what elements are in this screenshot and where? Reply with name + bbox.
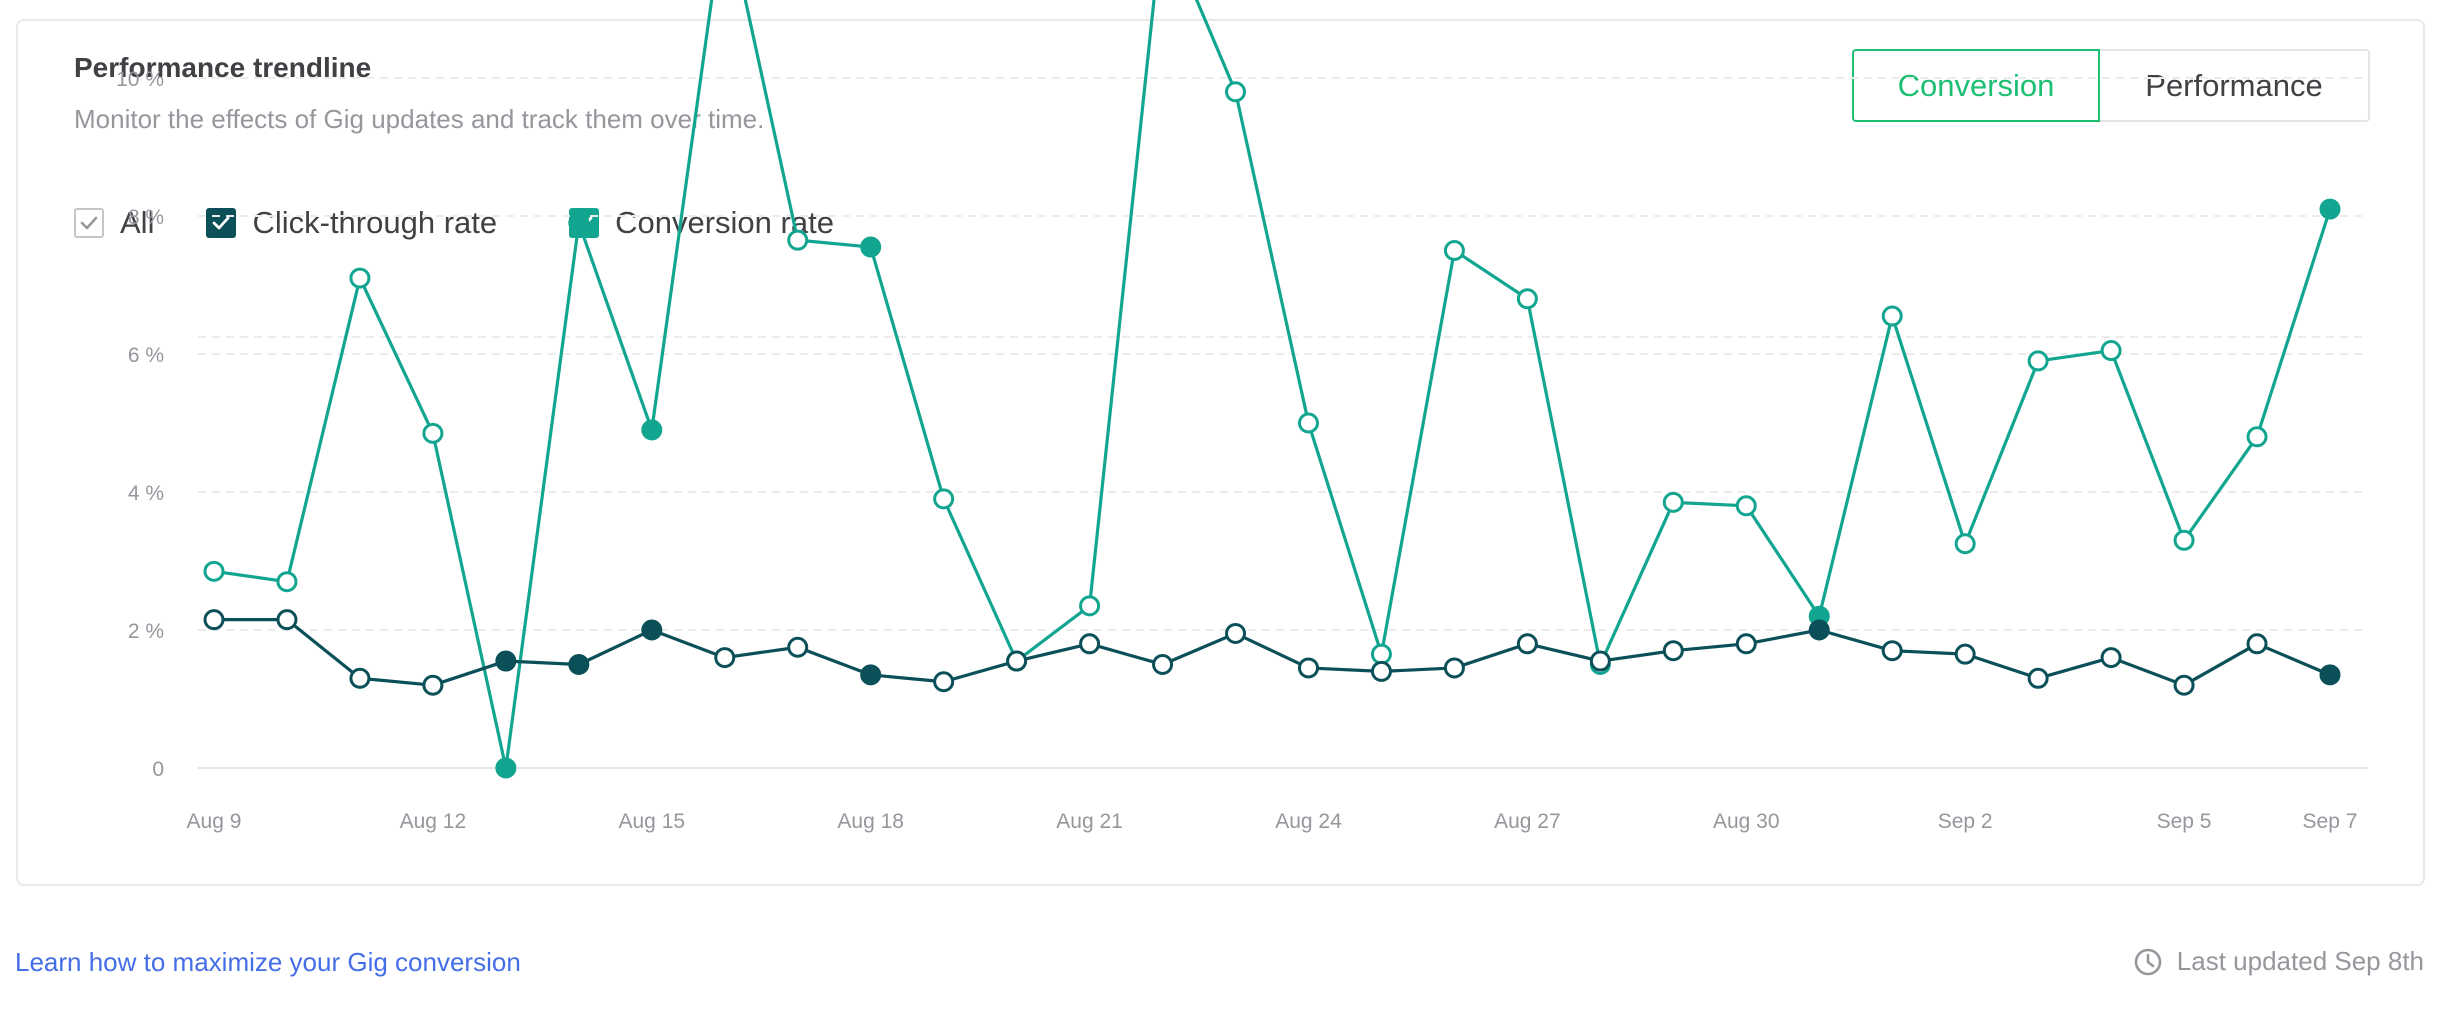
- data-point-conversion: [1735, 495, 1757, 517]
- data-point-ctr: [1297, 657, 1319, 679]
- data-point-conversion: [1297, 412, 1319, 434]
- data-point-ctr: [1370, 660, 1392, 682]
- data-point-ctr: [1516, 633, 1538, 655]
- data-point-ctr: [422, 674, 444, 696]
- data-point-conversion: [2173, 529, 2195, 551]
- checkmark-icon: [213, 216, 230, 230]
- data-point-ctr: [1881, 640, 1903, 662]
- last-updated-text: Last updated Sep 8th: [2176, 946, 2424, 976]
- legend-label-ctr: Click-through rate: [252, 205, 498, 240]
- data-point-conversion: [1443, 240, 1465, 261]
- series-line-ctr: [214, 618, 2331, 687]
- data-point-ctr: [1589, 650, 1611, 672]
- data-point-conversion: [933, 488, 955, 510]
- series-line-conversion: [213, 0, 2332, 770]
- data-point-conversion: [568, 212, 590, 234]
- x-tick-label: Aug 12: [400, 810, 467, 833]
- learn-more-link[interactable]: Learn how to maximize your Gig conversio…: [15, 947, 521, 977]
- data-point-ctr: [1662, 640, 1684, 662]
- x-tick-label: Sep 2: [1938, 810, 1993, 833]
- x-tick-label: Aug 27: [1494, 810, 1561, 833]
- y-tick-label: 0: [152, 758, 164, 781]
- data-point-conversion: [2319, 198, 2341, 220]
- data-point-conversion: [349, 267, 371, 289]
- data-point-conversion: [422, 422, 444, 444]
- data-point-ctr: [1808, 619, 1830, 641]
- data-point-ctr: [1006, 650, 1028, 672]
- data-point-conversion: [1662, 491, 1684, 513]
- chart-series: [203, 0, 2341, 779]
- data-point-ctr: [787, 636, 809, 658]
- data-point-ctr: [276, 609, 298, 631]
- data-point-ctr: [349, 667, 371, 689]
- data-point-conversion: [2100, 340, 2122, 362]
- data-point-ctr: [714, 647, 736, 669]
- data-point-ctr: [2027, 667, 2049, 689]
- chart-grid: [198, 77, 2368, 769]
- data-point-ctr: [1152, 654, 1174, 675]
- data-point-conversion: [787, 229, 809, 251]
- data-point-conversion: [1225, 81, 1247, 103]
- y-tick-label: 10 %: [116, 68, 164, 91]
- legend-item-ctr[interactable]: Click-through rate: [206, 205, 497, 241]
- data-point-ctr: [568, 654, 590, 675]
- data-point-ctr: [1443, 657, 1465, 679]
- data-point-ctr: [495, 650, 517, 672]
- data-point-conversion: [2027, 350, 2049, 372]
- data-point-ctr: [1079, 633, 1101, 655]
- y-tick-label: 8 %: [128, 206, 164, 229]
- data-point-ctr: [2246, 633, 2268, 655]
- data-point-conversion: [276, 571, 298, 593]
- x-tick-label: Aug 24: [1275, 810, 1342, 833]
- y-axis-ticks: 02 %4 %6 %8 %10 %12 %: [116, 68, 164, 781]
- y-tick-label: 6 %: [128, 344, 164, 367]
- data-point-ctr: [2100, 647, 2122, 669]
- metric-toggle: Conversion Performance: [1852, 49, 2370, 122]
- data-point-ctr: [203, 609, 225, 631]
- data-point-conversion: [1954, 533, 1976, 555]
- data-point-ctr: [860, 664, 882, 686]
- data-point-conversion: [1516, 288, 1538, 310]
- card-title: Performance trendline: [74, 52, 372, 83]
- data-point-ctr: [933, 671, 955, 693]
- clock-icon: [2134, 948, 2162, 975]
- data-point-conversion: [860, 236, 882, 258]
- data-point-conversion: [495, 757, 517, 779]
- toggle-performance-button[interactable]: Performance: [2100, 49, 2370, 122]
- data-point-conversion: [203, 560, 225, 582]
- x-tick-label: Aug 18: [837, 810, 904, 833]
- card-subtitle: Monitor the effects of Gig updates and t…: [74, 104, 765, 134]
- checkbox-all[interactable]: [74, 208, 104, 238]
- data-point-conversion: [641, 419, 663, 441]
- data-point-ctr: [1225, 622, 1247, 644]
- data-point-ctr: [1735, 633, 1757, 655]
- data-point-ctr: [641, 619, 663, 641]
- x-tick-label: Sep 7: [2303, 810, 2358, 833]
- x-tick-label: Aug 21: [1056, 810, 1123, 833]
- y-tick-label: 2 %: [128, 620, 164, 643]
- x-tick-label: Aug 30: [1713, 810, 1780, 833]
- data-point-ctr: [2173, 674, 2195, 696]
- data-point-ctr: [1954, 643, 1976, 665]
- data-point-conversion: [1079, 595, 1101, 617]
- x-axis-ticks: Aug 9 Aug 12 Aug 15 Aug 18 Aug 21 Aug 24 Aug 2…: [187, 810, 2358, 833]
- x-tick-label: Sep 5: [2157, 810, 2212, 833]
- data-point-conversion: [1370, 643, 1392, 665]
- last-updated: Last updated Sep 8th: [2133, 946, 2424, 977]
- toggle-conversion-button[interactable]: Conversion: [1852, 49, 2100, 122]
- data-point-conversion: [1881, 305, 1903, 327]
- data-point-conversion: [2246, 426, 2268, 448]
- x-tick-label: Aug 15: [619, 810, 686, 833]
- legend-label-all: All: [120, 205, 155, 240]
- performance-card: [16, 19, 2425, 886]
- checkbox-ctr[interactable]: [206, 208, 237, 238]
- legend-item-all[interactable]: All: [74, 205, 154, 241]
- y-tick-label: 4 %: [128, 482, 164, 505]
- x-tick-label: Aug 9: [187, 810, 242, 833]
- data-point-ctr: [2319, 664, 2341, 686]
- checkmark-icon: [80, 216, 98, 230]
